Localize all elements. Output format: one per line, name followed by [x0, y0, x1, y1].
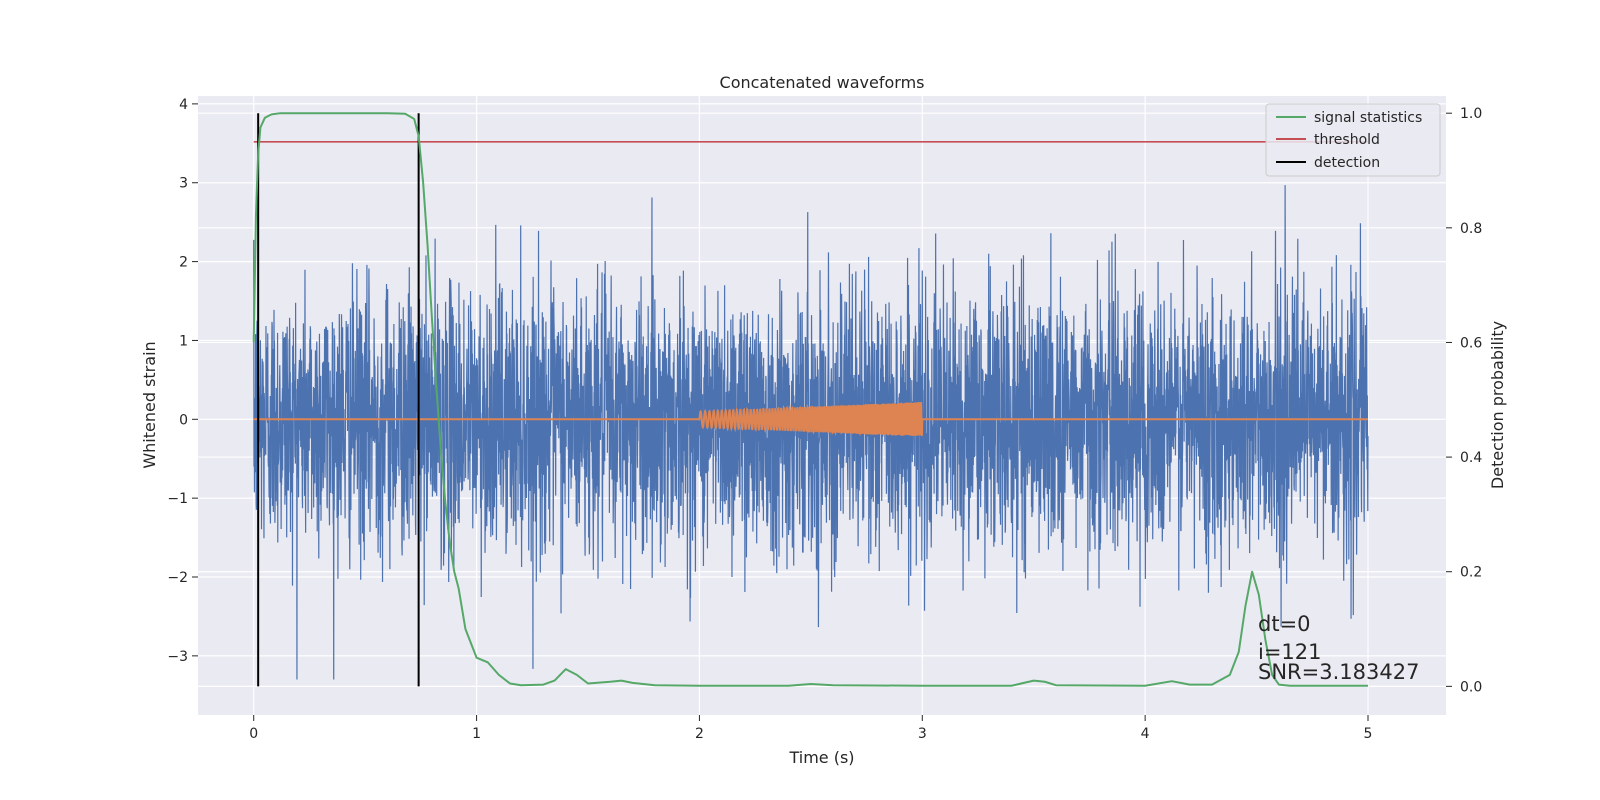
x-tick-label-2: 2: [695, 726, 704, 742]
annotation-block: dt=0 i=121 SNR=3.183427: [1258, 612, 1419, 684]
x-tick-label-3: 3: [918, 726, 927, 742]
y-tick-label-5: 2: [179, 255, 188, 271]
y-tick-label-2: −1: [167, 491, 188, 507]
y-right-tick-label-3: 0.6: [1460, 335, 1482, 351]
x-tick-label-0: 0: [249, 726, 258, 742]
legend-label-signal-statistics: signal statistics: [1314, 110, 1422, 126]
signal-statistics-line: [252, 112, 1368, 687]
y-tick-label-4: 1: [179, 333, 188, 349]
y-tick-label-6: 3: [179, 176, 188, 192]
y-axis-right-label: Detection probability: [1488, 321, 1507, 489]
legend: signal statistics threshold detection: [1265, 103, 1441, 177]
plot-area: [252, 112, 1369, 687]
legend-box: [1265, 103, 1441, 177]
y-right-tick-label-0: 0.0: [1460, 679, 1482, 695]
y-right-tick-label-2: 0.4: [1460, 450, 1482, 466]
y-tick-label-1: −2: [167, 570, 188, 586]
x-axis-label: Time (s): [788, 748, 854, 767]
chart-title: Concatenated waveforms: [720, 73, 925, 92]
y-tick-label-7: 4: [179, 97, 188, 113]
x-tick-label-1: 1: [472, 726, 481, 742]
axes: 0 1 2 3 4 5 −3 −2 −1 0 1 2 3 4 0.0 0.2 0.4 0.6 0.8 1.0: [167, 97, 1482, 742]
y-axis-label: Whitened strain: [140, 341, 159, 468]
annotation-dt: dt=0: [1258, 612, 1311, 636]
annotation-snr: SNR=3.183427: [1258, 660, 1419, 684]
y-tick-label-3: 0: [179, 412, 188, 428]
chirp-series-line: [253, 401, 1368, 437]
legend-label-threshold: threshold: [1314, 132, 1380, 148]
y-right-tick-label-5: 1.0: [1460, 106, 1482, 122]
y-tick-label-0: −3: [167, 649, 188, 665]
legend-label-detection: detection: [1314, 155, 1380, 171]
y-right-tick-label-4: 0.8: [1460, 221, 1482, 237]
y-right-tick-label-1: 0.2: [1460, 565, 1482, 581]
x-tick-label-5: 5: [1364, 726, 1373, 742]
annotation-index: i=121: [1258, 640, 1322, 664]
x-tick-label-4: 4: [1141, 726, 1150, 742]
